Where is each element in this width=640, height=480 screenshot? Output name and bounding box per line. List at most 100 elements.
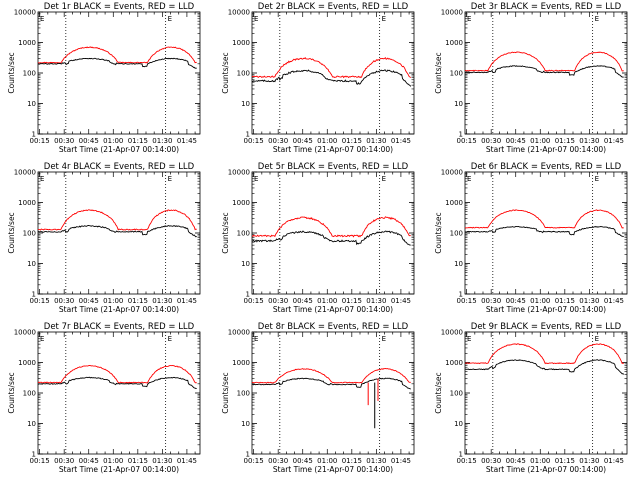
y-tick-label: 1000	[232, 199, 250, 207]
series-events-line	[251, 230, 411, 246]
panel-p4: Det 4r BLACK = Events, RED = LLD 1 10 100 10…	[7, 162, 201, 314]
marker-label-left: E	[467, 175, 471, 183]
x-tick-label: 01:30	[152, 457, 172, 465]
x-axis-label: Start Time (21-Apr-07 00:14:00)	[59, 465, 179, 474]
y-tick-label: 10000	[228, 9, 250, 17]
y-axis-label: Counts/sec	[7, 212, 16, 253]
y-tick-label: 1	[459, 291, 463, 299]
x-tick-label: 01:45	[391, 297, 411, 305]
y-tick-label: 10	[241, 420, 250, 428]
plot-frame	[37, 331, 201, 455]
series-events-line	[37, 57, 197, 69]
panel-p5: Det 5r BLACK = Events, RED = LLD 1 10 100 10…	[221, 162, 415, 314]
y-tick-label: 100	[237, 70, 250, 78]
y-tick-label: 10	[241, 260, 250, 268]
y-tick-label: 10000	[14, 9, 36, 17]
x-tick-label: 01:45	[177, 297, 197, 305]
panel-title: Det 3r BLACK = Events, RED = LLD	[471, 2, 622, 12]
x-tick-label: 01:15	[128, 297, 148, 305]
panel-p3: Det 3r BLACK = Events, RED = LLD 1 10 100 10…	[434, 2, 628, 154]
y-axis-label: Counts/sec	[434, 372, 443, 413]
marker-label-right: E	[168, 15, 172, 23]
series-lld-line	[464, 343, 624, 365]
series-events-line	[37, 376, 197, 390]
x-tick-label: 00:30	[268, 137, 288, 145]
panel-title: Det 9r BLACK = Events, RED = LLD	[471, 322, 622, 332]
x-tick-label: 01:15	[128, 457, 148, 465]
x-tick-label: 00:45	[79, 457, 99, 465]
series-events-line	[251, 377, 411, 390]
marker-label-left: E	[40, 175, 44, 183]
y-tick-label: 10	[241, 100, 250, 108]
series-events-line	[37, 225, 197, 238]
series-events-line	[251, 69, 412, 87]
series-lld-line	[37, 209, 197, 231]
panel-title: Det 2r BLACK = Events, RED = LLD	[258, 2, 409, 12]
plot-frame	[251, 11, 415, 135]
x-tick-label: 00:45	[79, 297, 99, 305]
y-tick-label: 1000	[445, 39, 463, 47]
x-tick-label: 01:45	[391, 457, 411, 465]
series-events-line	[464, 225, 624, 238]
plot-frame	[464, 331, 628, 455]
x-tick-label: 01:00	[103, 297, 123, 305]
x-tick-label: 01:30	[152, 137, 172, 145]
y-tick-label: 100	[23, 70, 36, 78]
panel-p2: Det 2r BLACK = Events, RED = LLD 1 10 100 10…	[221, 2, 415, 154]
y-tick-label: 1	[32, 451, 36, 459]
x-tick-label: 01:30	[579, 297, 599, 305]
y-tick-label: 10000	[441, 169, 463, 177]
x-tick-label: 00:15	[30, 297, 50, 305]
x-tick-label: 01:30	[366, 137, 386, 145]
y-tick-label: 10000	[14, 329, 36, 337]
plot-frame	[37, 11, 201, 135]
marker-label-right: E	[168, 175, 172, 183]
y-tick-label: 1000	[18, 39, 36, 47]
x-tick-label: 00:30	[54, 457, 74, 465]
x-tick-label: 00:15	[457, 137, 477, 145]
y-tick-label: 1000	[232, 39, 250, 47]
x-axis-label: Start Time (21-Apr-07 00:14:00)	[59, 145, 179, 154]
x-tick-label: 00:15	[244, 297, 264, 305]
x-axis-label: Start Time (21-Apr-07 00:14:00)	[486, 305, 606, 314]
x-tick-label: 00:15	[244, 137, 264, 145]
panel-title: Det 4r BLACK = Events, RED = LLD	[44, 162, 195, 172]
x-tick-label: 00:30	[268, 457, 288, 465]
x-tick-label: 01:00	[530, 297, 550, 305]
x-tick-label: 01:15	[342, 137, 362, 145]
marker-label-left: E	[40, 15, 44, 23]
x-tick-label: 01:00	[317, 137, 337, 145]
series-lld-line	[464, 209, 624, 229]
y-tick-label: 1	[246, 451, 250, 459]
y-tick-label: 1	[32, 291, 36, 299]
y-tick-label: 100	[23, 230, 36, 238]
x-axis-label: Start Time (21-Apr-07 00:14:00)	[59, 305, 179, 314]
y-tick-label: 10	[454, 260, 463, 268]
x-tick-label: 00:15	[457, 457, 477, 465]
x-tick-label: 00:15	[30, 457, 50, 465]
panel-title: Det 6r BLACK = Events, RED = LLD	[471, 162, 622, 172]
y-tick-label: 100	[450, 230, 463, 238]
y-axis-label: Counts/sec	[434, 212, 443, 253]
plot-frame	[464, 171, 628, 295]
y-tick-label: 10	[27, 420, 36, 428]
x-tick-label: 01:45	[604, 297, 624, 305]
marker-label-right: E	[382, 335, 386, 343]
series-events-line	[464, 65, 624, 78]
y-tick-label: 10	[27, 100, 36, 108]
panel-p1: Det 1r BLACK = Events, RED = LLD 1 10 100 10…	[7, 2, 201, 154]
x-tick-label: 00:45	[506, 457, 526, 465]
y-axis-label: Counts/sec	[221, 52, 230, 93]
x-tick-label: 01:45	[604, 457, 624, 465]
series-lld-line	[251, 216, 411, 238]
y-tick-label: 100	[450, 70, 463, 78]
marker-label-right: E	[595, 15, 599, 23]
panel-title: Det 7r BLACK = Events, RED = LLD	[44, 322, 195, 332]
series-lld-line	[37, 364, 197, 384]
series-events-line	[464, 359, 625, 375]
y-axis-label: Counts/sec	[434, 52, 443, 93]
series-lld-line	[37, 46, 197, 64]
y-tick-label: 10000	[228, 329, 250, 337]
x-tick-label: 00:30	[54, 297, 74, 305]
panel-title: Det 5r BLACK = Events, RED = LLD	[258, 162, 409, 172]
